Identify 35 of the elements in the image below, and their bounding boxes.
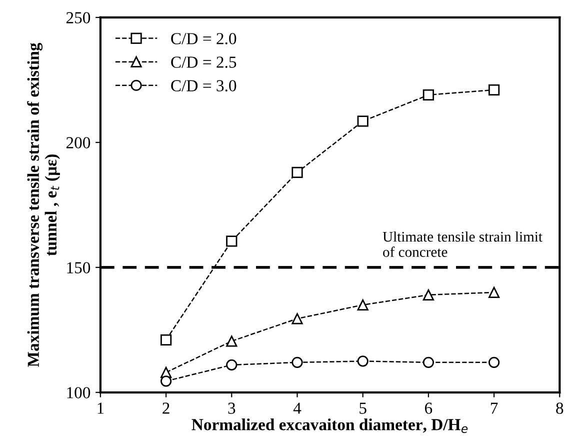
ref-line-label: Ultimate tensile strain limit of concrete	[382, 231, 542, 257]
point	[292, 313, 303, 324]
x-tick-label: 4	[293, 402, 302, 414]
point	[292, 166, 303, 178]
point	[488, 286, 500, 298]
x-tick-label: 5	[360, 402, 366, 414]
x-axis-title: Normalized excavaiton diameter, D/H$_{e}$	[192, 418, 468, 433]
point	[292, 356, 303, 368]
point	[160, 334, 172, 346]
x-tick-label: 1	[98, 402, 104, 414]
point	[422, 356, 434, 368]
point	[422, 289, 434, 300]
x-tick-label: 2	[162, 402, 170, 414]
point	[357, 356, 368, 367]
x-tick-label: 6	[425, 402, 432, 414]
x-tick-label: 3	[228, 402, 236, 414]
point	[160, 376, 172, 387]
point	[488, 356, 500, 368]
point	[422, 89, 434, 100]
y-tick-label: 250	[66, 12, 90, 24]
legend-label: C/D = 2.5	[171, 56, 236, 68]
y-tick-label: 200	[66, 137, 90, 148]
y-axis-title: Maximum transverse tensile strain of existing tunnel , e$_{t}$ (με)	[27, 42, 60, 367]
legend-label: C/D = 3.0	[171, 80, 236, 92]
point	[226, 336, 238, 347]
point	[226, 359, 238, 370]
x-tick-label: 7	[490, 402, 498, 414]
y-tick-label: 150	[67, 262, 90, 274]
legend-label: C/D = 2.0	[171, 33, 236, 44]
point	[226, 236, 238, 247]
point	[357, 299, 368, 310]
x-tick-label: 8	[556, 402, 564, 414]
point	[357, 116, 368, 127]
point	[488, 84, 500, 96]
y-tick-label: 100	[67, 387, 90, 398]
